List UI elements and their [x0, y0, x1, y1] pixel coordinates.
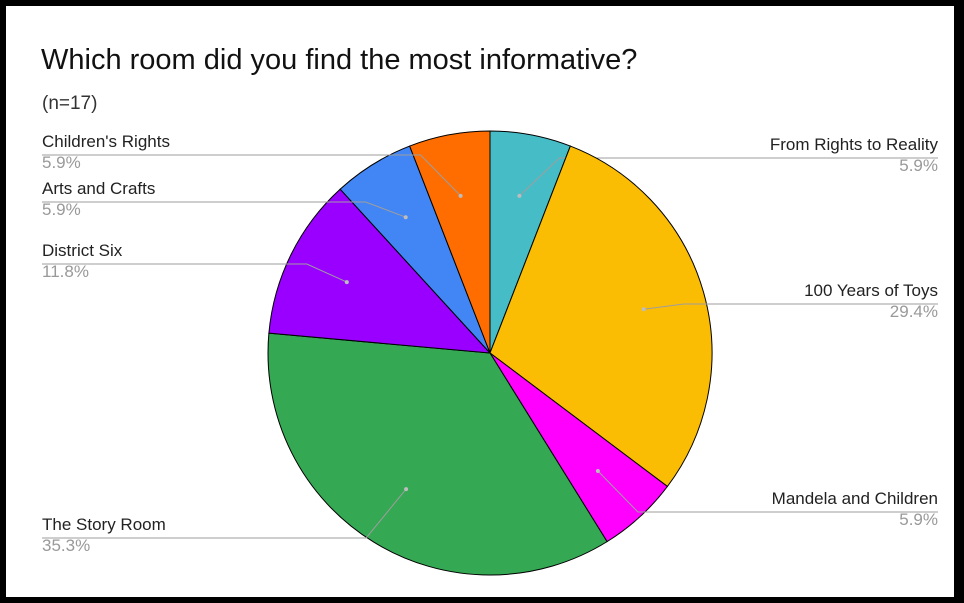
leader-line-children-s-rights [42, 154, 463, 198]
slice-percent-from-rights-to-reality: 5.9% [899, 156, 938, 175]
leader-line-from-rights-to-reality [517, 157, 938, 198]
pie-slice-100-years-of-toys [489, 145, 713, 488]
chart-title: Which room did you find the most informa… [41, 44, 638, 76]
leader-line-district-six [42, 263, 349, 285]
slice-percent-the-story-room: 35.3% [42, 536, 90, 555]
chart-panel: Which room did you find the most informa… [6, 6, 954, 597]
leader-line-mandela-and-children [595, 469, 938, 513]
slice-label-100-years-of-toys: 100 Years of Toys [804, 281, 938, 300]
leader-line-arts-and-crafts [42, 201, 408, 220]
slice-label-mandela-and-children: Mandela and Children [772, 489, 938, 508]
leader-line-100-years-of-toys [641, 303, 938, 312]
pie-slice-children-s-rights [409, 130, 491, 354]
slice-label-arts-and-crafts: Arts and Crafts [42, 179, 155, 198]
slice-percent-arts-and-crafts: 5.9% [42, 200, 81, 219]
pie-chart: From Rights to Reality 5.9% 100 Years of T… [42, 130, 939, 576]
chart-subtitle: (n=17) [42, 93, 98, 114]
slice-label-the-story-room: The Story Room [42, 515, 166, 534]
slice-label-from-rights-to-reality: From Rights to Reality [770, 135, 939, 154]
slice-label-children-s-rights: Children's Rights [42, 132, 170, 151]
slice-percent-100-years-of-toys: 29.4% [890, 302, 938, 321]
pie-slice-the-story-room [267, 332, 608, 576]
pie-slice-district-six [268, 188, 492, 354]
slice-percent-mandela-and-children: 5.9% [899, 510, 938, 529]
slice-percent-district-six: 11.8% [42, 262, 89, 281]
slice-label-district-six: District Six [42, 241, 123, 260]
leader-line-the-story-room [42, 487, 409, 539]
slice-percent-children-s-rights: 5.9% [42, 153, 81, 172]
